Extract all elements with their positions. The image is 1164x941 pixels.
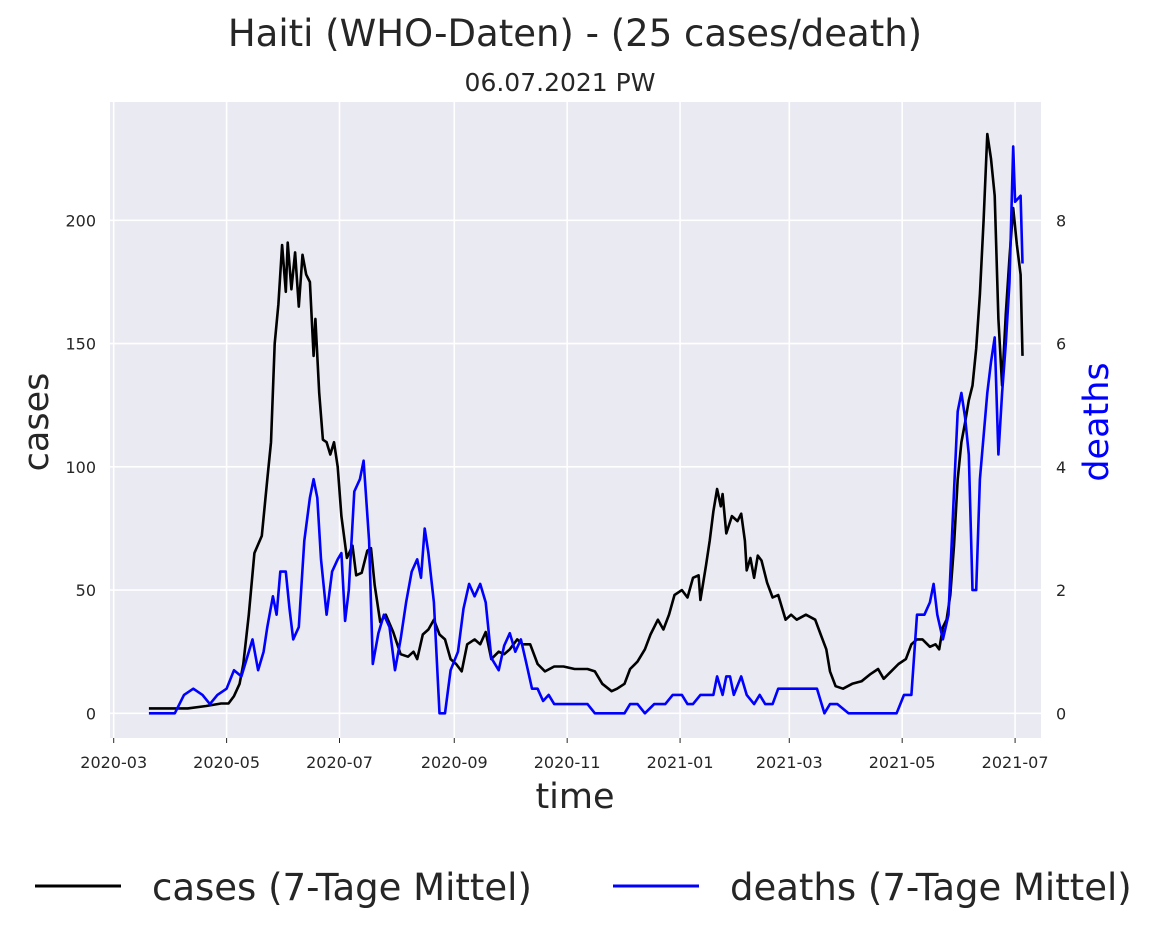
x-tick-label: 2021-03 (756, 753, 823, 772)
y-right-tick-label: 4 (1056, 458, 1066, 477)
y-left-axis-label: cases (17, 373, 57, 472)
legend-label-cases: cases (7-Tage Mittel) (152, 866, 532, 909)
x-tick-label: 2020-09 (421, 753, 488, 772)
cases-series-line (148, 132, 1024, 710)
x-tick-label: 2020-07 (306, 753, 373, 772)
y-right-axis-ticks: 0 2 4 6 8 (1056, 211, 1066, 723)
chart-subtitle: 06.07.2021 PW (465, 68, 656, 97)
x-tick-label: 2020-11 (534, 753, 601, 772)
x-tick-label: 2020-03 (80, 753, 147, 772)
y-left-tick-label: 100 (65, 458, 96, 477)
x-tick-label: 2021-05 (869, 753, 936, 772)
y-right-tick-label: 2 (1056, 581, 1066, 600)
chart-title: Haiti (WHO-Daten) - (25 cases/death) (228, 12, 922, 55)
y-left-tick-label: 50 (76, 581, 96, 600)
legend-label-deaths: deaths (7-Tage Mittel) (730, 866, 1132, 909)
deaths-series-line (148, 145, 1024, 715)
legend: cases (7-Tage Mittel) deaths (7-Tage Mit… (35, 866, 1132, 909)
y-left-tick-label: 200 (65, 211, 96, 230)
series-layer (148, 132, 1024, 715)
y-right-axis-label: deaths (1077, 362, 1117, 481)
plot-area (110, 102, 1041, 738)
grid (110, 102, 1041, 738)
x-axis-label: time (535, 777, 614, 817)
x-axis-ticks: 2020-03 2020-05 2020-07 2020-09 2020-11 2021-… (80, 738, 1049, 772)
y-right-tick-label: 8 (1056, 211, 1066, 230)
x-tick-label: 2021-07 (982, 753, 1049, 772)
y-left-tick-label: 150 (65, 335, 96, 354)
y-left-tick-label: 0 (86, 704, 96, 723)
x-tick-label: 2020-05 (193, 753, 260, 772)
y-right-tick-label: 0 (1056, 704, 1066, 723)
y-right-tick-label: 6 (1056, 335, 1066, 354)
x-tick-label: 2021-01 (647, 753, 714, 772)
y-left-axis-ticks: 0 50 100 150 200 (65, 211, 96, 723)
